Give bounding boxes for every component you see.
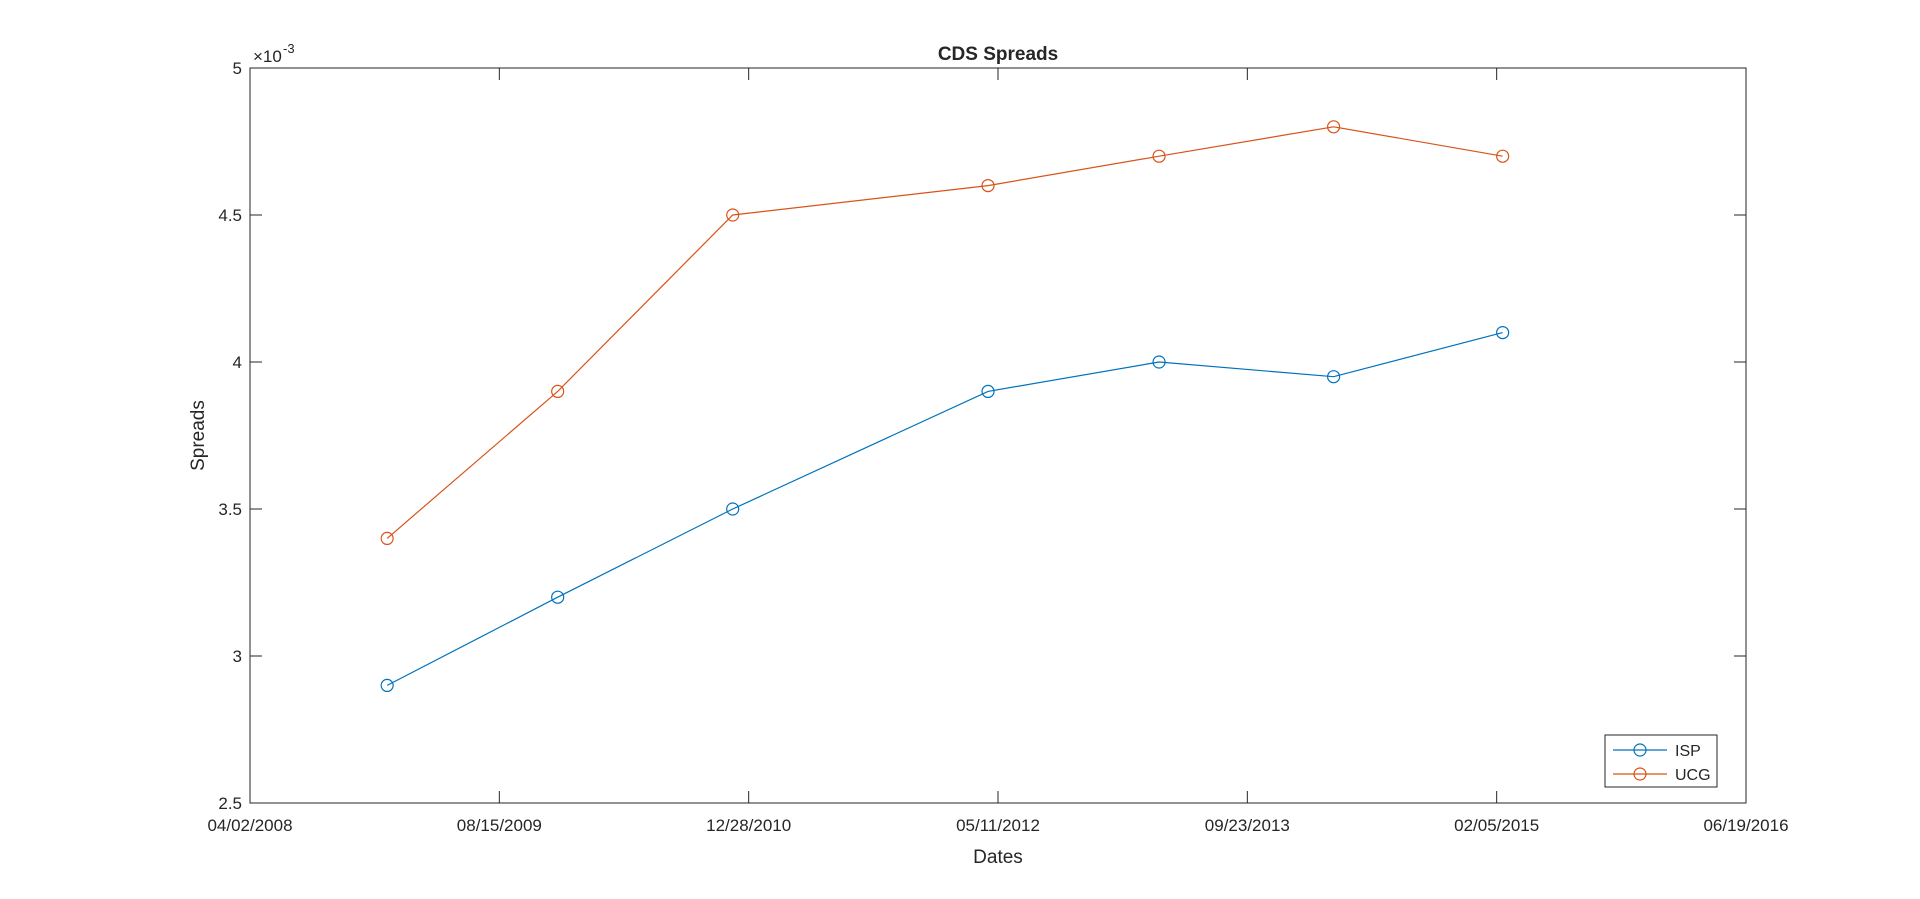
y-tick-label: 5 — [233, 59, 242, 78]
x-tick-label: 06/19/2016 — [1703, 816, 1788, 835]
chart-axes: 04/02/2008 08/15/2009 12/28/2010 05/11/2012… — [188, 41, 1789, 868]
x-tick-label: 05/11/2012 — [956, 816, 1040, 835]
x-tick-label: 09/23/2013 — [1205, 816, 1290, 835]
data-point-isp — [726, 502, 740, 516]
axes-box — [249, 67, 1747, 804]
y-tick-label: 4 — [233, 353, 242, 372]
chart-legend: ISP UCG — [1604, 734, 1718, 788]
data-point-isp — [1327, 370, 1341, 384]
chart-plot-area — [380, 120, 1510, 693]
chart-title: CDS Spreads — [938, 44, 1058, 65]
x-tick-label: 04/02/2008 — [207, 816, 292, 835]
data-point-isp — [1152, 355, 1166, 369]
x-axis-label: Dates — [973, 847, 1023, 868]
y-tick-label: 4.5 — [218, 206, 242, 225]
x-tick-label: 12/28/2010 — [706, 816, 791, 835]
y-tick-label: 3 — [233, 647, 242, 666]
data-point-ucg — [726, 208, 740, 222]
y-tick-label: 3.5 — [218, 500, 242, 519]
x-tick-label: 02/05/2015 — [1454, 816, 1539, 835]
y-exponent-power: -3 — [283, 41, 295, 56]
series-line-ucg — [386, 126, 1503, 539]
data-point-isp — [380, 678, 394, 693]
y-exponent-label: ×10 — [253, 47, 282, 66]
y-axis-label: Spreads — [188, 400, 209, 471]
legend-marker-ucg — [1633, 767, 1647, 781]
legend-label-ucg: UCG — [1675, 767, 1711, 784]
data-point-ucg — [1152, 149, 1166, 163]
data-point-ucg — [1496, 149, 1510, 163]
legend-label-isp: ISP — [1675, 743, 1701, 760]
legend-box — [1604, 734, 1718, 788]
data-point-isp — [1496, 326, 1510, 340]
data-point-isp — [981, 384, 995, 398]
series-line-isp — [386, 332, 1503, 686]
data-point-isp — [551, 590, 565, 604]
data-point-ucg — [1327, 120, 1341, 134]
data-point-ucg — [981, 179, 995, 193]
legend-marker-isp — [1633, 743, 1647, 757]
data-point-ucg — [551, 384, 565, 398]
y-tick-label: 2.5 — [218, 794, 242, 813]
x-tick-label: 08/15/2009 — [457, 816, 542, 835]
data-point-ucg — [380, 531, 394, 546]
